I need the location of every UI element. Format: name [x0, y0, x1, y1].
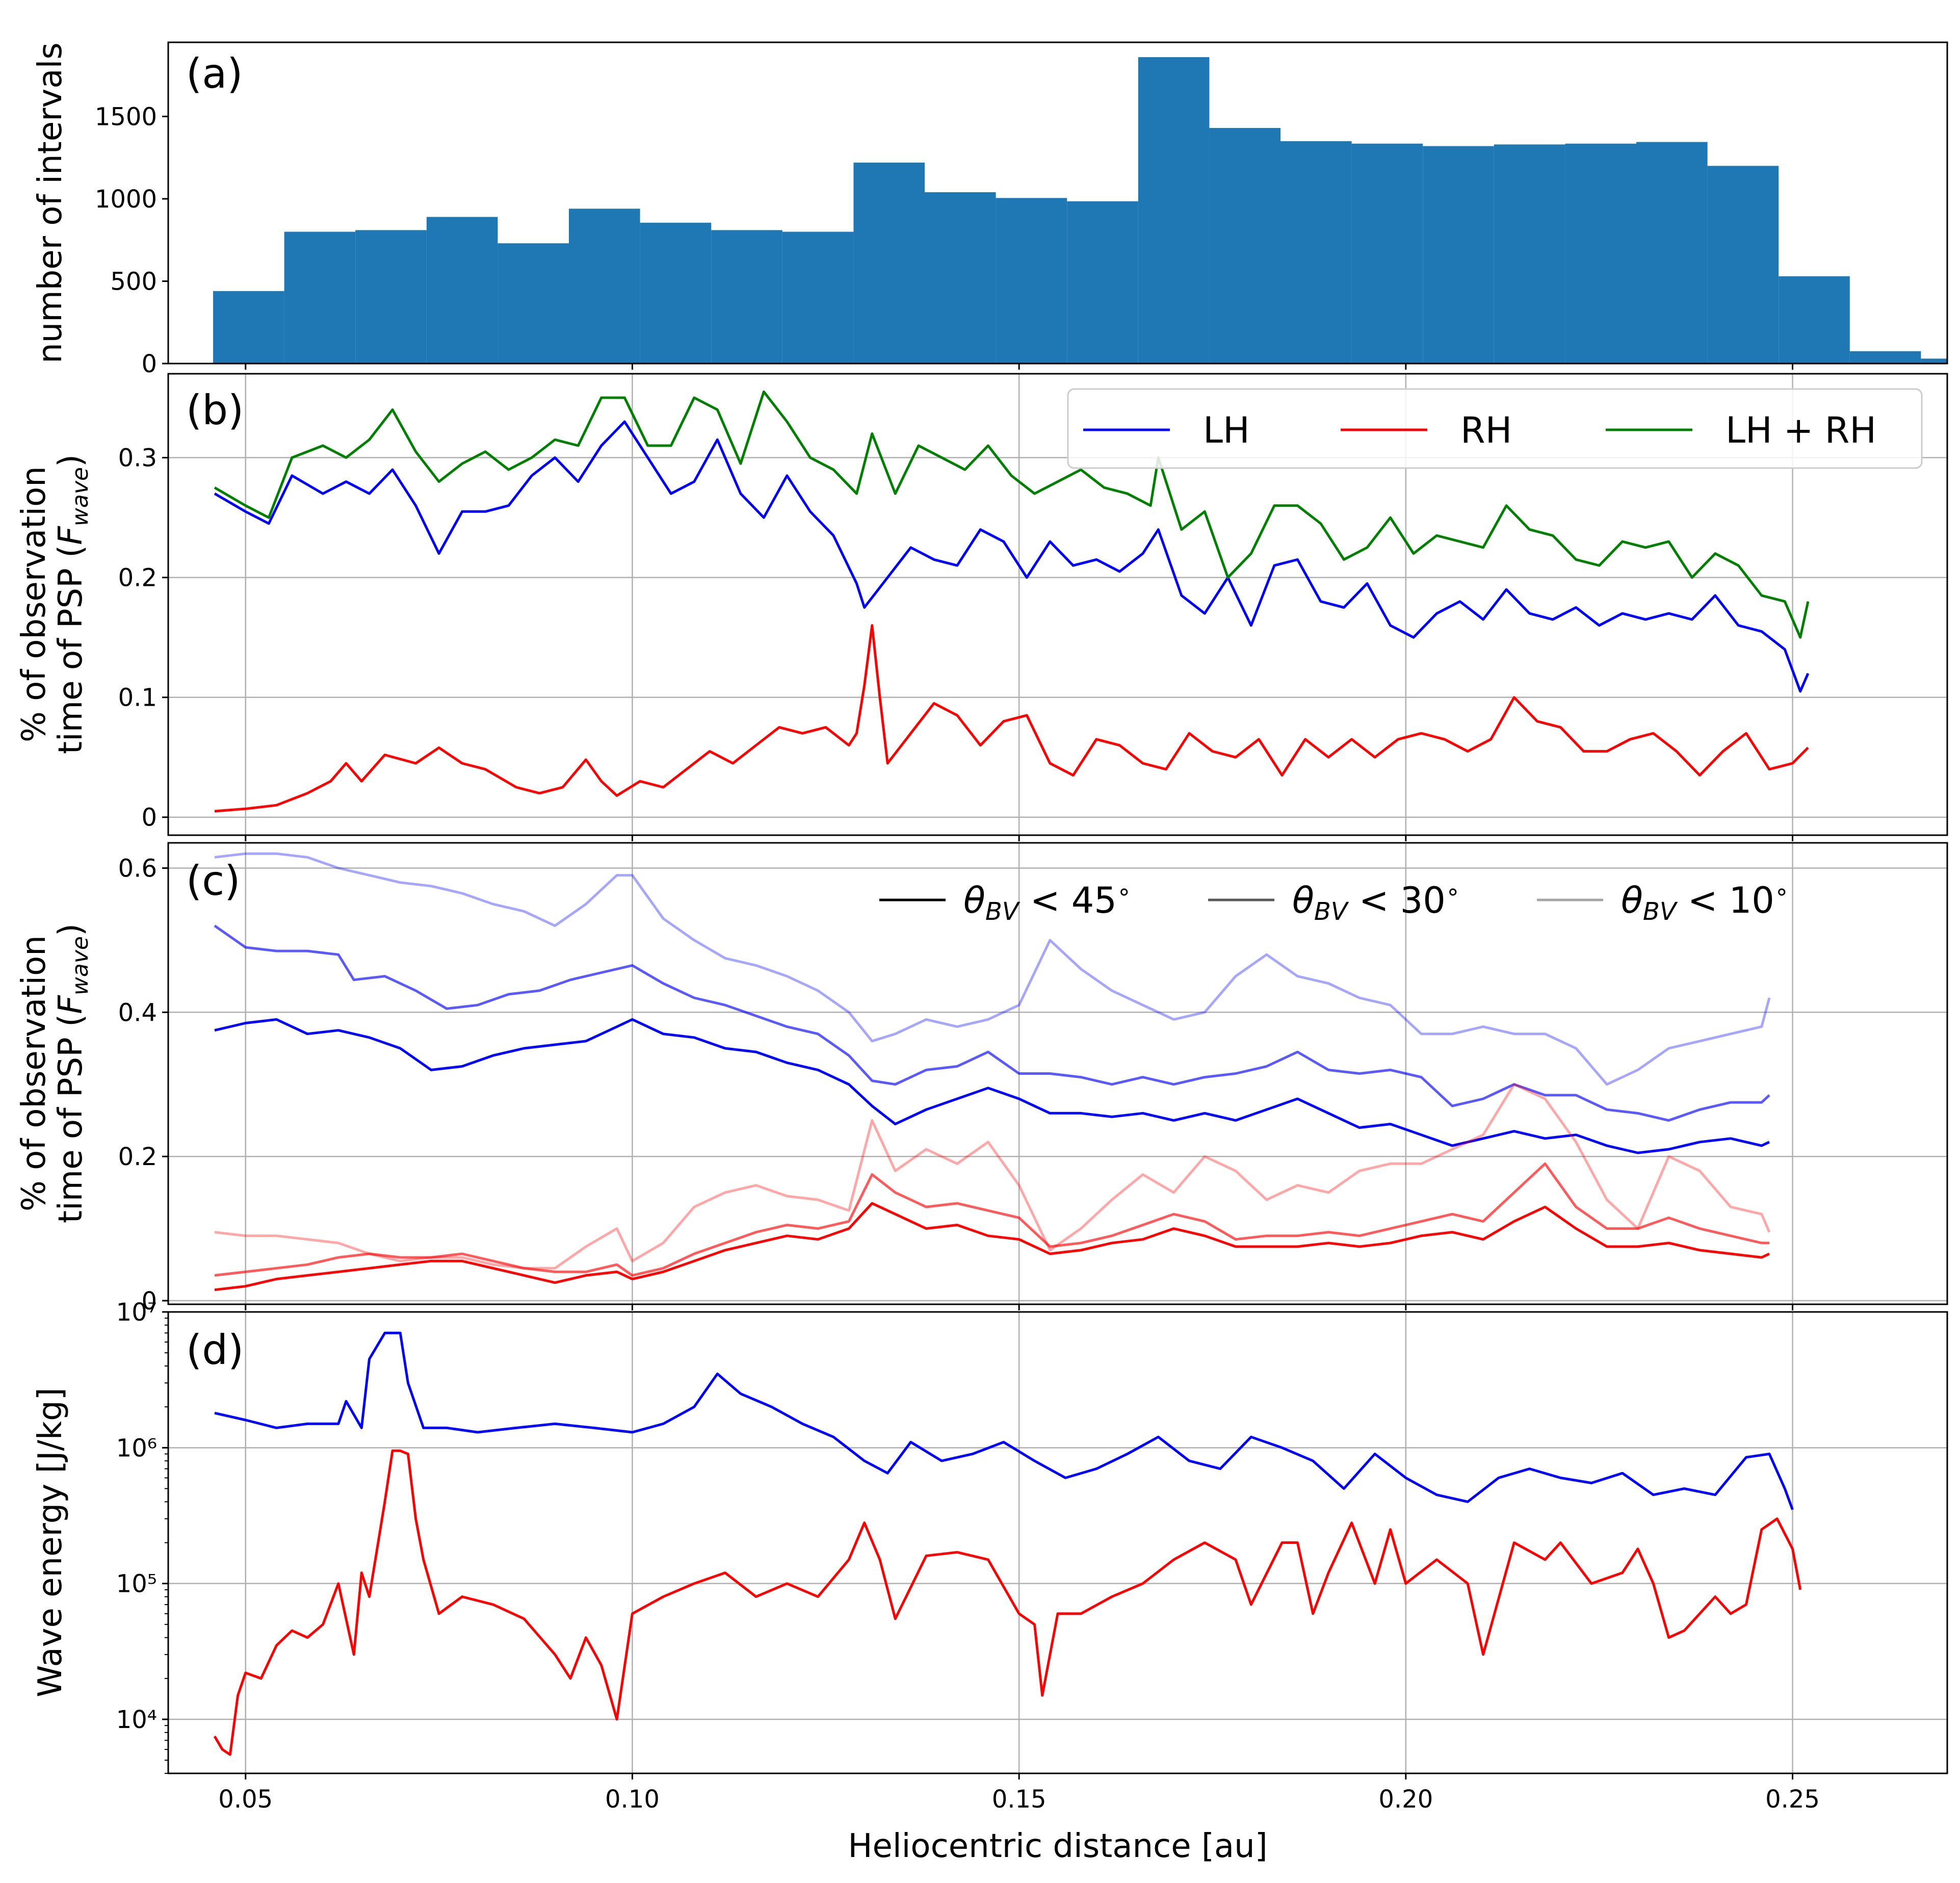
series-d-1	[213, 1449, 1802, 1756]
bar-19	[1565, 143, 1637, 364]
xtick-label-4: 0.25	[1765, 1785, 1820, 1814]
bar-16	[1351, 143, 1423, 364]
panel-c-ylabel-line1: % of observation	[15, 935, 53, 1211]
ytick-label-a-3: 1500	[95, 102, 157, 131]
series-d-0	[214, 1331, 1794, 1510]
panel-d: 10⁴ 10⁵ 10⁶ 10⁷ (d) Wave energy [J/kg]	[32, 1298, 1948, 1779]
bar-9	[853, 162, 925, 364]
bar-15	[1280, 141, 1352, 364]
panel-c-tag: (c)	[186, 857, 240, 905]
series-c-1	[214, 924, 1770, 1122]
ytick-label-b-0: 0	[141, 804, 157, 832]
ytick-label-b-1: 0.1	[118, 684, 157, 712]
bar-21	[1707, 166, 1779, 364]
xtick-label-3: 0.20	[1378, 1785, 1433, 1814]
bar-17	[1423, 146, 1494, 364]
legend-b-rh: RH	[1460, 409, 1512, 451]
bar-10	[925, 192, 996, 364]
bar-20	[1636, 142, 1708, 364]
xtick-label-1: 0.10	[605, 1785, 660, 1814]
series-b-1	[214, 624, 1809, 813]
panel-b: 0 0.1 0.2 0.3 (b) % of observation time of …	[15, 373, 1948, 841]
series-b-0	[214, 420, 1810, 693]
bar-14	[1209, 128, 1281, 364]
panel-c: 00.20.40.6 (c) % of observation time of …	[15, 842, 1948, 1315]
panel-a: 0 500 1000 1500 (a) number of intervals	[32, 41, 1948, 378]
ytick-label-b-3: 0.3	[118, 444, 157, 473]
panel-b-frame	[167, 373, 1948, 836]
bar-12	[1067, 201, 1138, 364]
bar-6	[640, 222, 712, 364]
bar-3	[426, 217, 498, 364]
legend-c: θBV < 45∘ θBV < 30∘ θBV < 10∘	[879, 878, 1789, 926]
ytick-label-c-3: 0.6	[118, 854, 157, 883]
panel-d-tag: (d)	[186, 1326, 244, 1374]
panel-b-tag: (b)	[186, 386, 244, 434]
series-c-5	[214, 1083, 1771, 1270]
legend-b: LH RH LH + RH	[1067, 388, 1923, 469]
bar-1	[284, 231, 356, 364]
ytick-label-d-1: 10⁵	[116, 1570, 157, 1598]
panel-a-ylabel: number of intervals	[32, 42, 69, 364]
bar-18	[1494, 144, 1565, 364]
bar-22	[1779, 276, 1850, 364]
series-c-4	[214, 1162, 1769, 1277]
xtick-label-0: 0.05	[218, 1785, 273, 1814]
ytick-label-c-0: 0	[141, 1287, 157, 1315]
x-axis-label: Heliocentric distance [au]	[848, 1827, 1267, 1865]
bar-0	[213, 291, 284, 364]
ytick-label-a-0: 0	[141, 350, 157, 378]
ytick-label-b-2: 0.2	[118, 564, 157, 592]
panel-c-frame	[167, 842, 1948, 1305]
panel-a-tag: (a)	[186, 50, 243, 97]
bar-13	[1138, 57, 1210, 364]
ytick-label-d-3: 10⁷	[116, 1298, 157, 1327]
ytick-label-c-1: 0.2	[118, 1143, 157, 1171]
bar-7	[711, 230, 782, 364]
series-c-2	[214, 852, 1771, 1086]
ytick-label-a-1: 500	[110, 267, 157, 296]
bar-8	[782, 231, 854, 364]
ytick-label-d-2: 10⁶	[116, 1434, 157, 1462]
xtick-label-2: 0.15	[992, 1785, 1047, 1814]
series-b-2	[214, 390, 1810, 639]
panel-a-frame	[167, 41, 1948, 365]
series-c-0	[214, 1018, 1770, 1154]
panel-b-ylabel-line2: time of PSP (Fwave)	[52, 454, 93, 754]
legend-c-45: θBV < 45∘	[963, 878, 1132, 926]
legend-b-lh: LH	[1203, 409, 1250, 451]
legend-c-10: θBV < 10∘	[1621, 878, 1789, 926]
bar-2	[355, 230, 427, 364]
ytick-label-a-2: 1000	[95, 185, 157, 214]
panel-b-ylabel-line1: % of observation	[15, 466, 53, 742]
ytick-label-d-0: 10⁴	[116, 1706, 157, 1734]
series-c-3	[214, 1202, 1770, 1292]
bar-23	[1849, 351, 1921, 364]
bar-11	[996, 198, 1067, 364]
legend-c-30: θBV < 30∘	[1292, 878, 1460, 926]
ytick-label-c-2: 0.4	[118, 998, 157, 1027]
bar-5	[569, 209, 640, 364]
bar-24	[1921, 358, 1947, 364]
panel-d-ylabel: Wave energy [J/kg]	[32, 1387, 69, 1697]
bar-4	[498, 243, 569, 364]
legend-b-lhrh: LH + RH	[1726, 409, 1876, 451]
